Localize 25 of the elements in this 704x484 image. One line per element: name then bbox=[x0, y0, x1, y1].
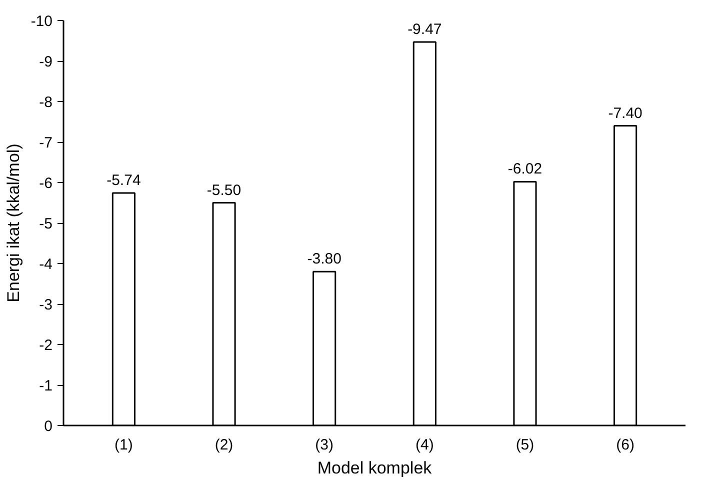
y-tick-label: -2 bbox=[39, 337, 53, 354]
y-tick-label: -9 bbox=[39, 54, 53, 70]
y-axis-title: Energi ikat (kkal/mol) bbox=[4, 144, 23, 302]
x-tick-label: (3) bbox=[315, 436, 334, 454]
data-label: -7.40 bbox=[608, 104, 642, 122]
data-label: -6.02 bbox=[508, 160, 542, 178]
y-tick-label: -7 bbox=[39, 134, 53, 152]
x-tick-label: (1) bbox=[114, 436, 133, 454]
y-tick-label: -5 bbox=[39, 216, 53, 232]
y-tick-label: -8 bbox=[39, 94, 53, 111]
y-tick-label: -6 bbox=[39, 175, 53, 192]
y-tick-label: -1 bbox=[39, 378, 53, 394]
y-tick-label: -4 bbox=[39, 256, 53, 273]
x-tick-label: (6) bbox=[616, 436, 634, 454]
y-tick-label: -10 bbox=[30, 13, 53, 30]
x-axis-title: Model komplek bbox=[317, 458, 432, 478]
y-tick-label: -3 bbox=[39, 296, 53, 314]
x-tick-label: (2) bbox=[214, 436, 234, 454]
x-tick-label: (4) bbox=[415, 436, 434, 454]
data-label: -3.80 bbox=[307, 250, 342, 268]
data-label: -5.74 bbox=[106, 172, 141, 190]
data-label: -5.50 bbox=[206, 182, 242, 199]
y-tick-label: 0 bbox=[44, 418, 52, 435]
data-label: -9.47 bbox=[408, 20, 442, 38]
x-tick-label: (5) bbox=[516, 436, 534, 454]
